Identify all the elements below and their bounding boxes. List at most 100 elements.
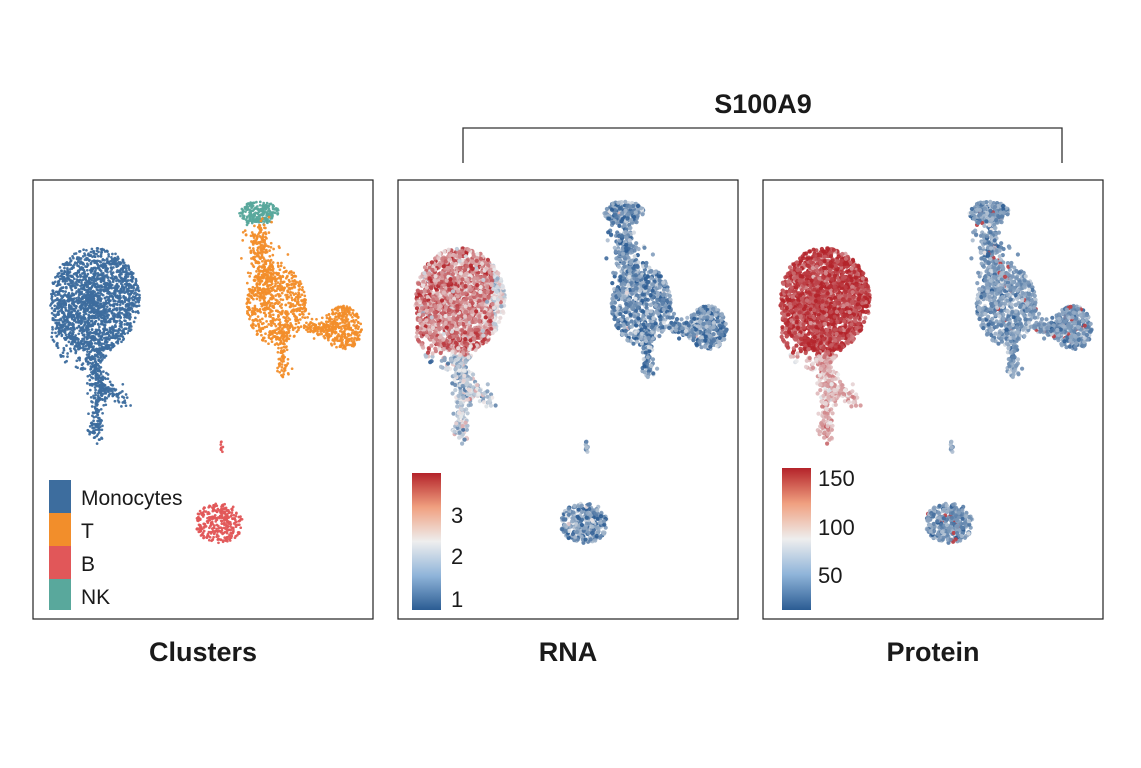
scatter-point-clusters [208, 535, 212, 539]
scatter-point-clusters [136, 284, 140, 288]
scatter-point-clusters [104, 339, 107, 342]
scatter-point-clusters [275, 277, 278, 281]
scatter-point-clusters [79, 321, 83, 325]
scatter-point-clusters [82, 275, 85, 279]
scatter-point-clusters [60, 334, 64, 338]
scatter-point-clusters [93, 349, 97, 353]
scatter-point-clusters [79, 260, 83, 263]
scatter-point-clusters [196, 518, 200, 521]
scatter-point-clusters [231, 531, 235, 535]
scatter-point-clusters [262, 223, 266, 227]
scatter-point-clusters [118, 261, 122, 264]
scatter-point-clusters [265, 281, 268, 285]
scatter-point-clusters [320, 321, 323, 324]
scatter-point-clusters [103, 315, 107, 319]
scatter-point-clusters [133, 316, 137, 320]
scatter-point-clusters [91, 426, 94, 430]
scatter-point-clusters [93, 303, 97, 306]
scatter-point-clusters [68, 347, 72, 351]
scatter-point-clusters [246, 301, 249, 305]
scatter-point-clusters [237, 519, 241, 523]
scatter-point-clusters [58, 266, 62, 269]
scatter-point-clusters [267, 323, 271, 326]
scatter-point-clusters [85, 309, 89, 313]
scatter-point-clusters [63, 293, 67, 296]
scatter-point-clusters [93, 386, 97, 389]
scatter-point-clusters [89, 358, 93, 362]
scatter-point-clusters [254, 275, 257, 279]
scatter-point-clusters [103, 303, 106, 307]
scatter-point-clusters [133, 296, 137, 299]
scatter-point-clusters [72, 319, 76, 323]
scatter-point-clusters [215, 510, 219, 514]
scatter-point-clusters [347, 338, 351, 342]
scatter-point-clusters [239, 214, 242, 218]
scatter-point-clusters [315, 326, 319, 330]
scatter-point-clusters [75, 343, 78, 347]
scatter-point-clusters [94, 428, 98, 432]
scatter-point-clusters [270, 277, 274, 281]
scatter-point-clusters [113, 399, 117, 403]
scatter-point-clusters [258, 265, 261, 268]
scatter-point-clusters [91, 346, 95, 350]
scatter-point-clusters [305, 328, 308, 332]
scatter-point-clusters [269, 309, 273, 313]
scatter-point-clusters [94, 401, 98, 405]
scatter-point-clusters [283, 349, 286, 353]
scatter-point-clusters [351, 315, 354, 319]
scatter-point-clusters [124, 305, 128, 308]
scatter-point-clusters [320, 316, 324, 320]
scatter-point-clusters [96, 292, 100, 295]
scatter-point-clusters [289, 293, 293, 297]
scatter-point-clusters [115, 262, 119, 266]
scatter-point-clusters [277, 357, 281, 361]
scatter-point-clusters [275, 342, 279, 345]
scatter-point-clusters [64, 333, 68, 337]
scatter-point-clusters [98, 331, 102, 334]
scatter-point-clusters [255, 332, 259, 336]
scatter-point-clusters [63, 282, 67, 286]
scatter-point-clusters [355, 333, 359, 337]
scatter-point-clusters [276, 281, 280, 284]
scatter-point-clusters [105, 310, 109, 314]
scatter-point-clusters [230, 511, 234, 515]
scatter-point-clusters [72, 307, 76, 311]
scatter-point-clusters [290, 282, 293, 286]
scatter-point-clusters [93, 266, 97, 270]
scatter-point-clusters [241, 214, 245, 218]
scatter-point-clusters [57, 292, 61, 296]
scatter-point-clusters [120, 322, 123, 326]
scatter-point-clusters [54, 290, 58, 294]
scatter-point-clusters [122, 313, 126, 316]
scatter-point-clusters [302, 305, 306, 309]
scatter-point-clusters [68, 257, 72, 260]
scatter-point-clusters [264, 235, 267, 239]
scatter-point-clusters [98, 337, 102, 341]
scatter-point-clusters [58, 298, 61, 302]
scatter-point-clusters [227, 528, 231, 532]
scatter-point-clusters [94, 388, 97, 392]
scatter-point-clusters [262, 256, 265, 260]
scatter-point-clusters [347, 321, 351, 324]
scatter-point-clusters [58, 271, 61, 275]
scatter-point-clusters [240, 207, 244, 211]
scatter-point-clusters [67, 333, 71, 337]
scatter-point-clusters [87, 300, 90, 304]
scatter-point-clusters [225, 518, 229, 522]
scatter-point-clusters [280, 261, 283, 265]
scatter-point-clusters [100, 250, 103, 254]
scatter-point-clusters [290, 367, 294, 371]
scatter-point-clusters [134, 305, 138, 308]
scatter-point-clusters [248, 315, 252, 318]
scatter-point-clusters [279, 339, 283, 343]
scatter-point-clusters [265, 221, 269, 224]
scatter-point-clusters [263, 269, 267, 273]
scatter-point-rna [459, 248, 464, 253]
scatter-point-clusters [282, 336, 285, 340]
scatter-point-clusters [73, 282, 76, 285]
scatter-point-clusters [270, 340, 274, 344]
scatter-point-clusters [98, 438, 101, 441]
scatter-point-clusters [86, 272, 90, 276]
scatter-point-clusters [103, 347, 106, 351]
scatter-point-clusters [251, 318, 255, 322]
